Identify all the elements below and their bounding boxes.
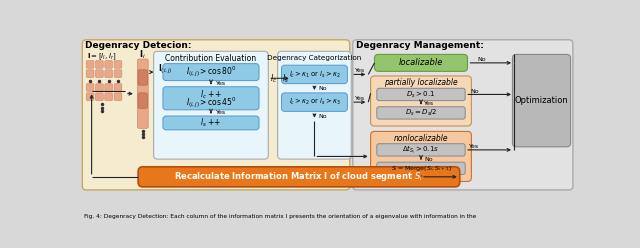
Text: No: No [318, 86, 327, 91]
Text: $S_i = \mathrm{Merge}(S_i,S_{i+1})$: $S_i = \mathrm{Merge}(S_i,S_{i+1})$ [390, 164, 451, 173]
Text: $l_c$ ++: $l_c$ ++ [200, 88, 222, 101]
Text: $l_c$   $l_s$: $l_c$ $l_s$ [270, 72, 290, 85]
Text: Yes: Yes [216, 110, 226, 115]
Text: $D_s = D_s/2$: $D_s = D_s/2$ [404, 108, 437, 118]
FancyBboxPatch shape [95, 84, 103, 91]
Text: Yes: Yes [469, 144, 479, 149]
FancyBboxPatch shape [278, 51, 351, 159]
Text: $I_{(i,j)} > \cos 45^0$: $I_{(i,j)} > \cos 45^0$ [186, 96, 236, 110]
FancyBboxPatch shape [163, 116, 259, 130]
FancyBboxPatch shape [163, 64, 259, 81]
FancyBboxPatch shape [374, 54, 467, 71]
Text: $l_c > \kappa_2$ or $l_s > \kappa_3$: $l_c > \kappa_2$ or $l_s > \kappa_3$ [289, 97, 340, 107]
FancyBboxPatch shape [114, 70, 122, 77]
FancyBboxPatch shape [114, 61, 122, 68]
FancyBboxPatch shape [105, 84, 113, 91]
Text: $\Delta t_{S_i} > 0.1s$: $\Delta t_{S_i} > 0.1s$ [403, 144, 440, 156]
Text: $D_s > 0.1$: $D_s > 0.1$ [406, 89, 436, 99]
FancyBboxPatch shape [377, 144, 465, 156]
Text: Yes: Yes [355, 96, 365, 101]
FancyBboxPatch shape [114, 93, 122, 101]
FancyBboxPatch shape [371, 131, 472, 182]
FancyBboxPatch shape [163, 87, 259, 110]
Text: Recalculate Information Matrix I of cloud segment $\boldsymbol{S_i}$: Recalculate Information Matrix I of clou… [174, 170, 424, 183]
Text: Degenracy Categorization: Degenracy Categorization [268, 55, 362, 61]
Text: Degenracy Management:: Degenracy Management: [356, 41, 484, 50]
FancyBboxPatch shape [86, 93, 94, 101]
Text: nonlocalizable: nonlocalizable [394, 134, 448, 143]
FancyBboxPatch shape [95, 70, 103, 77]
Text: localizable: localizable [399, 58, 443, 67]
Text: Yes: Yes [216, 81, 226, 86]
FancyBboxPatch shape [154, 51, 268, 159]
Text: No: No [470, 89, 479, 94]
FancyBboxPatch shape [105, 61, 113, 68]
Text: Fig. 4: Degenracy Detection: Each column of the information matrix I presents th: Fig. 4: Degenracy Detection: Each column… [84, 214, 476, 218]
Text: $\mathbf{I}=[I_l,I_r]$: $\mathbf{I}=[I_l,I_r]$ [87, 51, 116, 62]
FancyBboxPatch shape [138, 93, 147, 108]
FancyBboxPatch shape [86, 61, 94, 68]
FancyBboxPatch shape [377, 162, 465, 175]
FancyBboxPatch shape [95, 93, 103, 101]
FancyBboxPatch shape [138, 59, 148, 128]
FancyBboxPatch shape [114, 84, 122, 91]
FancyBboxPatch shape [377, 107, 465, 119]
Text: No: No [477, 57, 486, 62]
Text: $\mathbf{I}_{(i,j)}$: $\mathbf{I}_{(i,j)}$ [158, 63, 172, 76]
Text: No: No [318, 114, 327, 119]
Text: Yes: Yes [355, 68, 365, 73]
Text: $I_{(i,j)} > \cos 80^0$: $I_{(i,j)} > \cos 80^0$ [186, 65, 236, 79]
FancyBboxPatch shape [138, 70, 147, 85]
FancyBboxPatch shape [86, 84, 94, 91]
Text: $l_c > \kappa_1$ or $l_s > \kappa_2$: $l_c > \kappa_1$ or $l_s > \kappa_2$ [289, 69, 340, 80]
FancyBboxPatch shape [282, 65, 348, 84]
Text: Optimization: Optimization [515, 96, 568, 105]
FancyBboxPatch shape [353, 40, 573, 190]
Text: partially localizable: partially localizable [384, 78, 458, 87]
FancyBboxPatch shape [95, 61, 103, 68]
FancyBboxPatch shape [513, 54, 571, 147]
FancyBboxPatch shape [371, 76, 472, 126]
FancyBboxPatch shape [377, 88, 465, 101]
Text: Degenracy Detecion:: Degenracy Detecion: [84, 41, 191, 50]
Text: $l_s$ ++: $l_s$ ++ [200, 117, 221, 129]
Text: Contribution Evaluation: Contribution Evaluation [165, 54, 257, 63]
FancyBboxPatch shape [83, 40, 349, 190]
Text: $\mathbf{I}_i$: $\mathbf{I}_i$ [140, 49, 146, 62]
FancyBboxPatch shape [105, 93, 113, 101]
FancyBboxPatch shape [105, 70, 113, 77]
FancyBboxPatch shape [86, 70, 94, 77]
Text: Yes: Yes [424, 101, 434, 106]
FancyBboxPatch shape [138, 167, 460, 187]
FancyBboxPatch shape [282, 93, 348, 111]
Text: No: No [424, 157, 433, 162]
